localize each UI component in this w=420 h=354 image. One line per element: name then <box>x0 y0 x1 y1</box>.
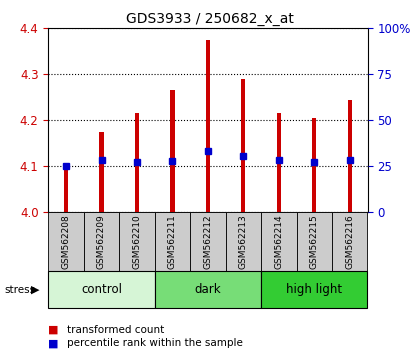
Text: GSM562210: GSM562210 <box>132 214 142 269</box>
Bar <box>135 114 139 212</box>
Bar <box>332 212 368 271</box>
Text: GSM562216: GSM562216 <box>345 214 354 269</box>
Text: GSM562211: GSM562211 <box>168 214 177 269</box>
Bar <box>348 100 352 212</box>
Bar <box>100 132 104 212</box>
Text: high light: high light <box>286 283 342 296</box>
Text: GSM562215: GSM562215 <box>310 214 319 269</box>
Bar <box>84 212 119 271</box>
Bar <box>155 271 261 308</box>
Bar <box>48 212 84 271</box>
Text: ■: ■ <box>48 338 59 348</box>
Text: GDS3933 / 250682_x_at: GDS3933 / 250682_x_at <box>126 12 294 27</box>
Text: GSM562209: GSM562209 <box>97 214 106 269</box>
Text: percentile rank within the sample: percentile rank within the sample <box>67 338 243 348</box>
Text: GSM562212: GSM562212 <box>203 214 213 269</box>
Bar <box>241 79 246 212</box>
Text: transformed count: transformed count <box>67 325 165 335</box>
Text: dark: dark <box>194 283 221 296</box>
Text: GSM562213: GSM562213 <box>239 214 248 269</box>
Text: ▶: ▶ <box>31 285 39 295</box>
Bar <box>312 118 316 212</box>
Bar <box>64 166 68 212</box>
Text: stress: stress <box>4 285 35 295</box>
Bar <box>190 212 226 271</box>
Bar <box>261 212 297 271</box>
Bar <box>155 212 190 271</box>
Text: control: control <box>81 283 122 296</box>
Bar <box>261 271 368 308</box>
Bar <box>277 114 281 212</box>
Text: ■: ■ <box>48 325 59 335</box>
Text: GSM562214: GSM562214 <box>274 214 284 269</box>
Bar <box>119 212 155 271</box>
Bar <box>297 212 332 271</box>
Bar <box>48 271 155 308</box>
Bar <box>226 212 261 271</box>
Text: GSM562208: GSM562208 <box>62 214 71 269</box>
Bar <box>206 40 210 212</box>
Bar <box>170 91 175 212</box>
